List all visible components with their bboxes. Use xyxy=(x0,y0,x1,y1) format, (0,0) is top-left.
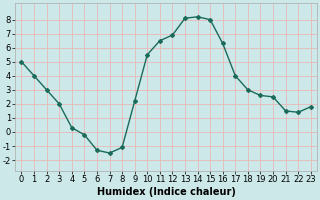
X-axis label: Humidex (Indice chaleur): Humidex (Indice chaleur) xyxy=(97,187,236,197)
